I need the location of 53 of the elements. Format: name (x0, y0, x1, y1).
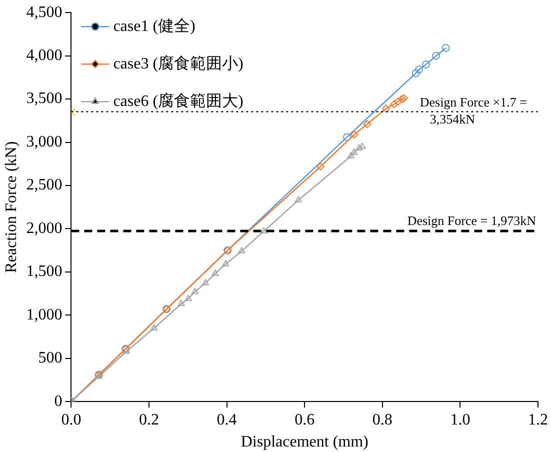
x-tick-label: 0.8 (372, 411, 392, 428)
point (398, 95, 406, 104)
x-tick-label: 0.6 (294, 411, 315, 428)
legend-label: case6 (腐食範囲大) (113, 92, 244, 110)
ref-line-label: Design Force = 1,973kN (407, 212, 537, 228)
point (178, 300, 185, 306)
y-tick-label: 4,500 (26, 4, 62, 21)
ref-line-label: Design Force ×1.7 = 3,354kN (420, 94, 527, 127)
x-tick-label: 0.0 (61, 411, 82, 428)
point (294, 196, 302, 202)
legend-label: case1 (健全) (113, 18, 196, 35)
y-tick-label: 4,000 (26, 47, 62, 64)
point (414, 66, 423, 74)
point (390, 100, 398, 108)
point (363, 120, 372, 128)
y-tick-label: 0 (54, 392, 62, 410)
point (150, 324, 158, 330)
y-tick-label: 2,500 (26, 176, 62, 194)
point (432, 52, 440, 60)
point (412, 69, 420, 78)
point (350, 148, 358, 155)
point (191, 288, 198, 294)
point (184, 294, 192, 301)
y-tick-label: 1,500 (26, 263, 62, 280)
x-tick-label: 1.0 (450, 411, 470, 428)
point (382, 104, 390, 113)
legend-label: case3 (腐食範囲小) (113, 54, 244, 72)
x-axis-title: Displacement (mm) (240, 434, 368, 451)
y-tick-label: 2,000 (26, 220, 62, 237)
y-tick-label: 500 (38, 350, 62, 367)
x-tick-label: 1.2 (528, 411, 548, 428)
point (202, 279, 209, 286)
point (350, 130, 358, 138)
point (316, 162, 325, 170)
y-tick-label: 3,500 (26, 90, 62, 108)
point (442, 44, 450, 52)
point (260, 227, 268, 234)
y-tick-label: 1,000 (26, 306, 62, 324)
point (347, 152, 354, 158)
point (394, 98, 402, 106)
point (212, 270, 219, 276)
point (122, 347, 130, 354)
point (358, 142, 366, 149)
point (400, 94, 408, 102)
y-axis-title: Reaction Force (kN) (2, 141, 20, 273)
x-tick-label: 0.2 (139, 411, 159, 428)
y-tick-label: 3,000 (26, 133, 62, 150)
point (222, 260, 230, 266)
x-tick-label: 0.4 (216, 411, 237, 428)
point (356, 144, 363, 151)
point (343, 133, 351, 142)
point (422, 60, 430, 68)
point (238, 247, 246, 254)
